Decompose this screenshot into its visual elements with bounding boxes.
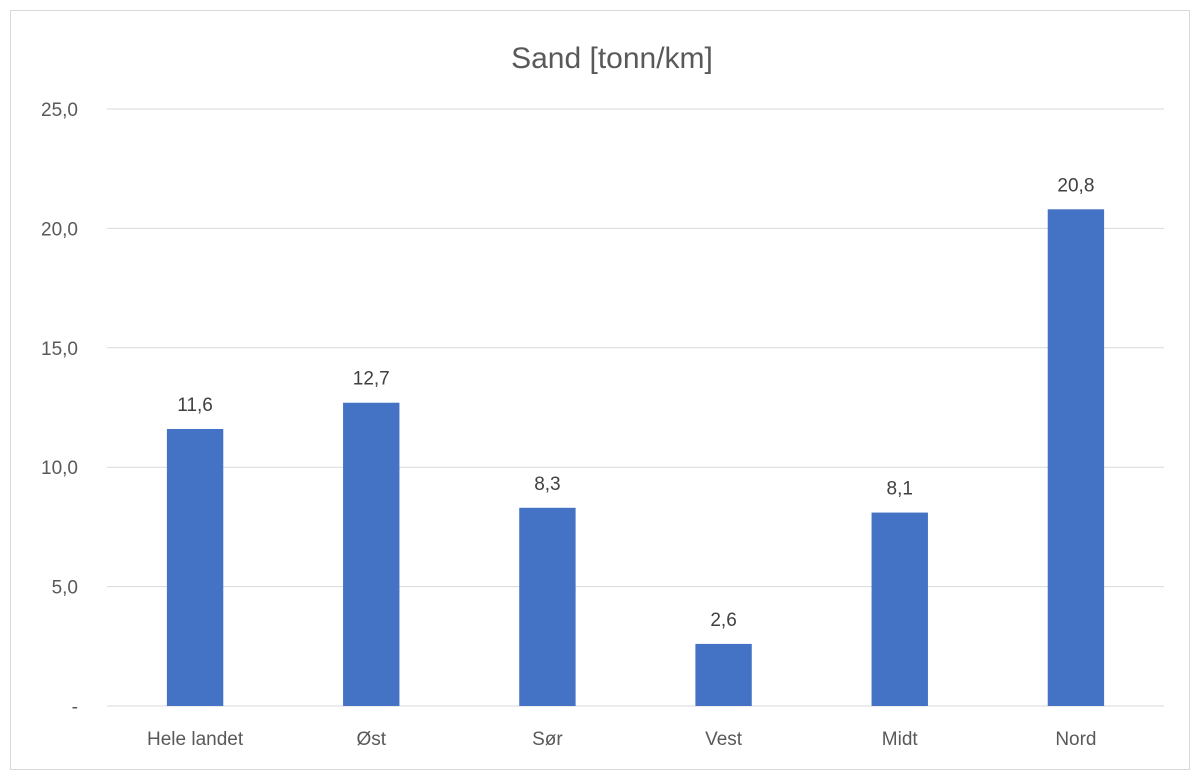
x-tick-label: Sør — [532, 729, 563, 750]
bar — [1047, 209, 1105, 706]
bar — [166, 428, 224, 706]
data-label: 8,3 — [534, 474, 560, 495]
bar — [519, 507, 576, 706]
y-tick-label: - — [72, 697, 78, 718]
x-tick-label: Midt — [882, 729, 919, 750]
y-tick-label: 10,0 — [41, 458, 78, 479]
y-tick-label: 25,0 — [41, 100, 78, 121]
bar — [343, 402, 400, 706]
y-tick-label: 15,0 — [41, 339, 78, 360]
y-tick-label: 5,0 — [52, 578, 78, 599]
chart-title: Sand [tonn/km] — [511, 42, 713, 75]
data-label: 8,1 — [887, 479, 913, 500]
data-label: 11,6 — [177, 395, 213, 416]
bar — [695, 643, 752, 706]
y-axis-ticks: - 5,0 10,0 15,0 20,0 25,0 — [41, 100, 78, 718]
bar — [871, 512, 928, 706]
x-axis-ticks: Hele landet Øst Sør Vest Midt Nord — [147, 729, 1096, 750]
bars — [166, 209, 1105, 706]
x-tick-label: Øst — [356, 729, 386, 750]
data-label: 20,8 — [1057, 175, 1094, 196]
x-tick-label: Nord — [1055, 729, 1096, 750]
x-tick-label: Vest — [705, 729, 743, 750]
gridlines — [107, 108, 1164, 707]
y-tick-label: 20,0 — [41, 219, 78, 240]
x-tick-label: Hele landet — [147, 729, 244, 750]
data-label: 12,7 — [353, 369, 390, 390]
data-label: 2,6 — [710, 610, 736, 631]
data-labels: 11,6 12,7 8,3 2,6 8,1 20,8 — [177, 175, 1094, 631]
